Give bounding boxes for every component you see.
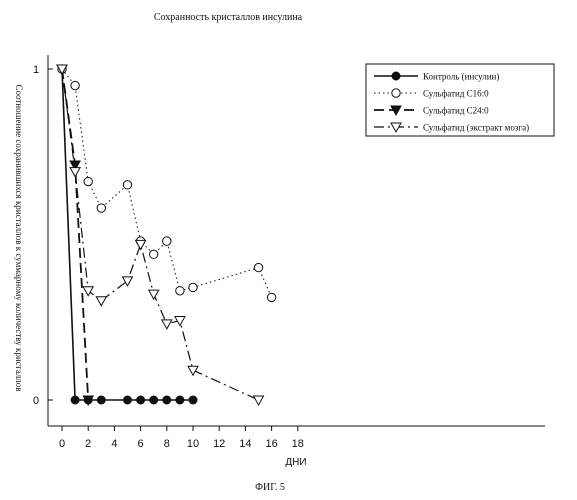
series-line	[62, 69, 88, 400]
legend-label: Сульфатид С16:0	[423, 89, 489, 99]
x-tick-label: 0	[59, 438, 65, 450]
data-point	[163, 396, 171, 404]
legend-label: Сульфатид (экстракт мозга)	[423, 123, 529, 133]
legend-marker	[392, 72, 400, 80]
y-tick-label: 1	[33, 64, 39, 76]
legend-label: Сульфатид С24:0	[423, 106, 489, 116]
series-group	[58, 65, 276, 302]
chart-title: Сохранность кристаллов инсулина	[154, 12, 303, 23]
data-point	[189, 283, 197, 291]
data-point	[136, 240, 146, 249]
series-group	[57, 65, 264, 405]
figure-caption: ФИГ. 5	[255, 482, 285, 493]
data-point	[176, 396, 184, 404]
data-point	[123, 277, 133, 286]
data-point	[83, 287, 93, 296]
data-point	[163, 237, 171, 245]
data-point	[71, 81, 79, 89]
x-tick-label: 6	[138, 438, 144, 450]
x-tick-label: 18	[292, 438, 304, 450]
data-point	[124, 396, 132, 404]
data-point	[71, 396, 79, 404]
data-point	[254, 263, 262, 271]
data-point	[84, 177, 92, 185]
y-axis-label: Соотношение сохранившихся кристаллов к с…	[14, 84, 24, 391]
data-point	[96, 297, 106, 306]
data-point	[188, 366, 198, 375]
series-group	[57, 65, 93, 405]
legend-label: Контроль (инсулин)	[423, 72, 499, 82]
x-tick-label: 8	[164, 438, 170, 450]
data-point	[149, 290, 159, 299]
x-tick-label: 14	[239, 438, 251, 450]
legend: Контроль (инсулин) Сульфатид С16:0 Сульфат…	[366, 64, 554, 136]
data-point	[97, 204, 105, 212]
data-point	[254, 396, 264, 405]
data-point	[150, 250, 158, 258]
x-tick-label: 16	[265, 438, 277, 450]
x-tick-label: 4	[111, 438, 117, 450]
data-point	[162, 320, 172, 329]
data-point	[137, 396, 145, 404]
x-tick-label: 2	[85, 438, 91, 450]
data-point	[267, 293, 275, 301]
series-line	[62, 69, 272, 297]
y-tick-label: 0	[33, 395, 39, 407]
data-point	[189, 396, 197, 404]
data-point	[123, 181, 131, 189]
legend-marker	[392, 89, 400, 97]
data-point	[70, 168, 80, 177]
data-point	[176, 287, 184, 295]
data-point	[150, 396, 158, 404]
x-axis-label: ДНИ	[285, 457, 306, 468]
x-tick-label: 10	[187, 438, 199, 450]
x-tick-label: 12	[213, 438, 225, 450]
data-point	[97, 396, 105, 404]
series-line	[62, 69, 259, 400]
